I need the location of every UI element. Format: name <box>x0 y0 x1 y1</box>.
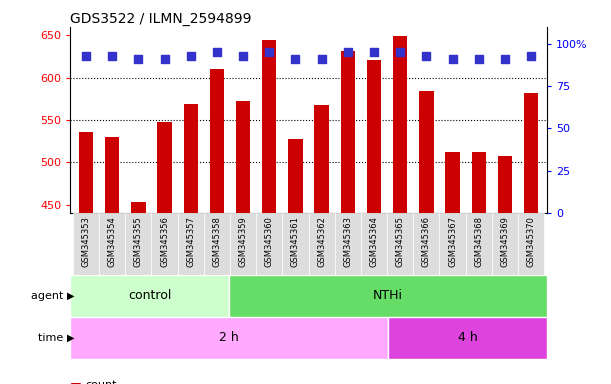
Point <box>212 49 222 55</box>
Text: GSM345368: GSM345368 <box>474 216 483 267</box>
FancyBboxPatch shape <box>178 213 204 275</box>
Text: GSM345359: GSM345359 <box>238 216 247 267</box>
Bar <box>341 51 355 213</box>
Bar <box>393 36 408 213</box>
Point <box>316 56 326 62</box>
Bar <box>419 91 434 213</box>
Text: GSM345366: GSM345366 <box>422 216 431 267</box>
FancyBboxPatch shape <box>152 213 178 275</box>
FancyBboxPatch shape <box>413 213 439 275</box>
Bar <box>236 101 251 213</box>
Text: ▶: ▶ <box>67 333 75 343</box>
FancyBboxPatch shape <box>388 317 547 359</box>
FancyBboxPatch shape <box>439 213 466 275</box>
Text: GSM345362: GSM345362 <box>317 216 326 267</box>
Point <box>500 56 510 62</box>
Text: control: control <box>128 289 171 302</box>
Text: GSM345367: GSM345367 <box>448 216 457 267</box>
Text: GSM345357: GSM345357 <box>186 216 196 267</box>
Point <box>343 49 353 55</box>
Text: GSM345353: GSM345353 <box>81 216 90 267</box>
Bar <box>79 132 93 213</box>
Text: GSM345361: GSM345361 <box>291 216 300 267</box>
Bar <box>498 156 512 213</box>
Bar <box>210 69 224 213</box>
Text: 2 h: 2 h <box>219 331 239 344</box>
Text: GSM345355: GSM345355 <box>134 216 143 267</box>
Text: GSM345365: GSM345365 <box>396 216 404 267</box>
Bar <box>183 104 198 213</box>
Text: ▶: ▶ <box>67 291 75 301</box>
Bar <box>158 122 172 213</box>
Point <box>448 56 458 62</box>
Bar <box>472 152 486 213</box>
Point <box>265 49 274 55</box>
FancyBboxPatch shape <box>361 213 387 275</box>
Text: GSM345358: GSM345358 <box>213 216 221 267</box>
Text: 4 h: 4 h <box>458 331 477 344</box>
Point <box>395 49 405 55</box>
FancyBboxPatch shape <box>99 213 125 275</box>
Bar <box>105 137 119 213</box>
Text: NTHi: NTHi <box>373 289 403 302</box>
Point <box>291 56 301 62</box>
FancyBboxPatch shape <box>70 317 388 359</box>
Text: agent: agent <box>31 291 67 301</box>
Bar <box>262 40 276 213</box>
Text: GSM345363: GSM345363 <box>343 216 353 267</box>
FancyBboxPatch shape <box>387 213 413 275</box>
FancyBboxPatch shape <box>204 213 230 275</box>
FancyBboxPatch shape <box>73 213 99 275</box>
Bar <box>367 60 381 213</box>
FancyBboxPatch shape <box>309 213 335 275</box>
Text: time: time <box>38 333 67 343</box>
Text: count: count <box>86 380 117 384</box>
Text: GSM345356: GSM345356 <box>160 216 169 267</box>
FancyBboxPatch shape <box>492 213 518 275</box>
Point <box>186 53 196 59</box>
FancyBboxPatch shape <box>282 213 309 275</box>
Point <box>108 53 117 59</box>
Point <box>81 53 91 59</box>
Bar <box>315 105 329 213</box>
FancyBboxPatch shape <box>518 213 544 275</box>
FancyBboxPatch shape <box>229 275 547 317</box>
FancyBboxPatch shape <box>230 213 256 275</box>
Text: GSM345369: GSM345369 <box>500 216 510 267</box>
Point <box>474 56 484 62</box>
FancyBboxPatch shape <box>256 213 282 275</box>
FancyBboxPatch shape <box>466 213 492 275</box>
Text: GSM345354: GSM345354 <box>108 216 117 267</box>
Point <box>133 56 143 62</box>
FancyBboxPatch shape <box>125 213 152 275</box>
Point <box>159 56 169 62</box>
Bar <box>288 139 302 213</box>
Text: GDS3522 / ILMN_2594899: GDS3522 / ILMN_2594899 <box>70 12 252 26</box>
FancyBboxPatch shape <box>335 213 361 275</box>
Bar <box>524 93 538 213</box>
Text: GSM345364: GSM345364 <box>370 216 379 267</box>
Bar <box>131 202 145 213</box>
Point <box>369 49 379 55</box>
Text: ■: ■ <box>70 380 82 384</box>
Point <box>526 53 536 59</box>
FancyBboxPatch shape <box>70 275 229 317</box>
Bar <box>445 152 459 213</box>
Text: GSM345370: GSM345370 <box>527 216 536 267</box>
Text: GSM345360: GSM345360 <box>265 216 274 267</box>
Point <box>422 53 431 59</box>
Point <box>238 53 248 59</box>
